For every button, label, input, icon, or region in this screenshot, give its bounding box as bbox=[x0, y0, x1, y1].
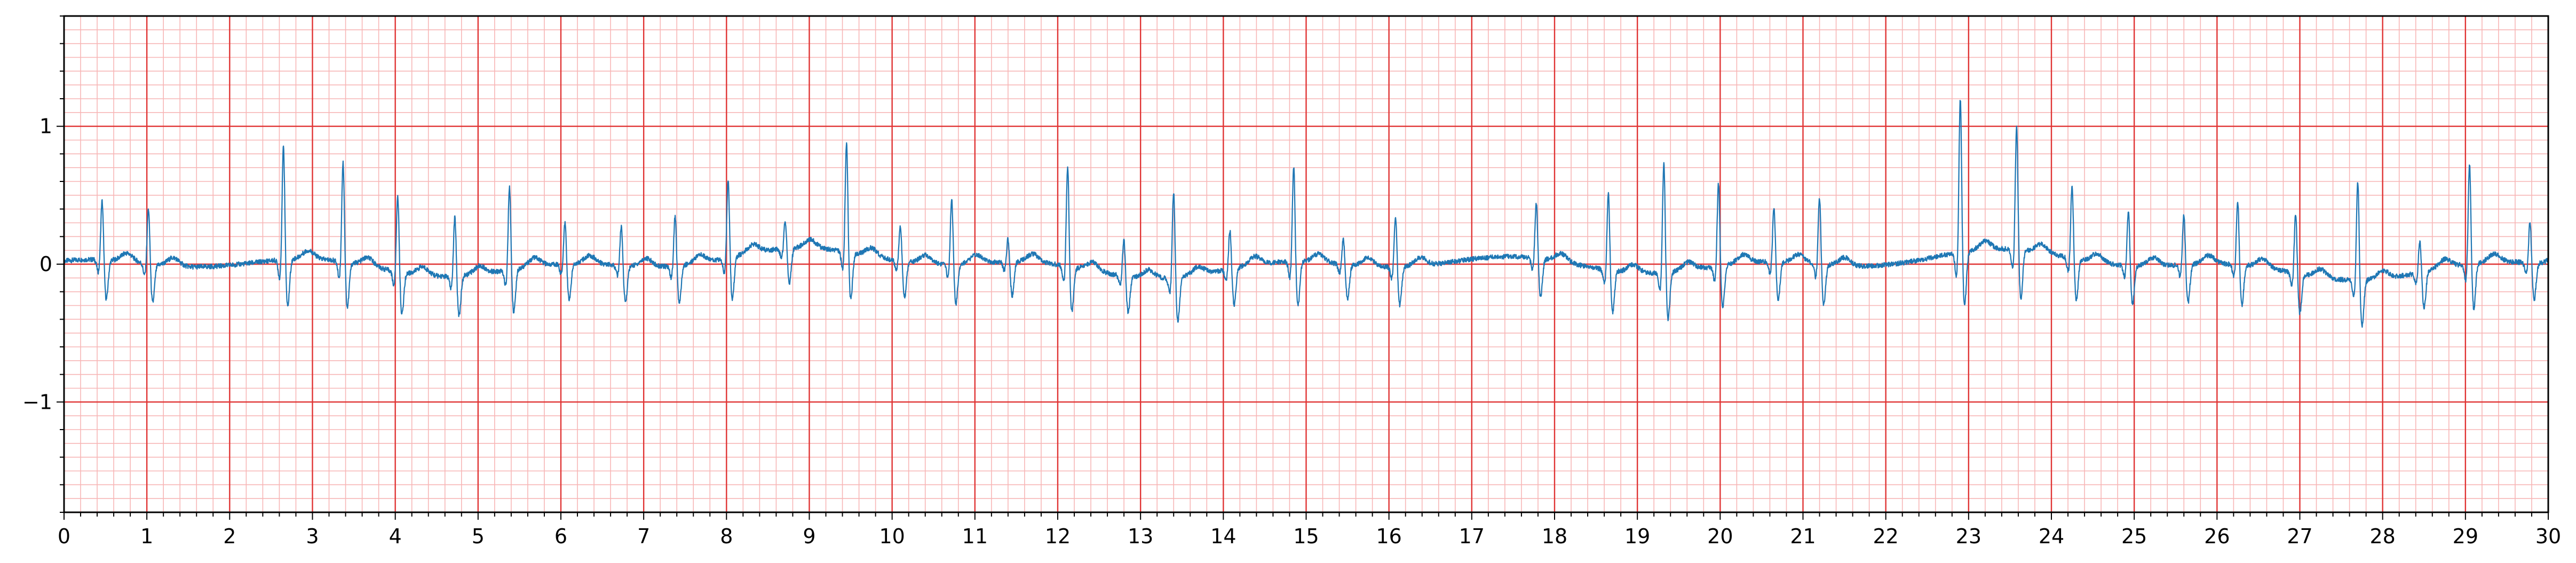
y-tick-label: 1 bbox=[39, 115, 52, 138]
x-tick-label: 0 bbox=[58, 525, 70, 548]
x-tick-label: 20 bbox=[1707, 525, 1733, 548]
major-grid bbox=[63, 16, 2549, 512]
x-tick-label: 6 bbox=[554, 525, 567, 548]
y-axis: −1 0 1 bbox=[22, 15, 64, 513]
x-tick-label: 25 bbox=[2121, 525, 2147, 548]
x-tick-label: 14 bbox=[1210, 525, 1236, 548]
ecg-signal-line bbox=[63, 100, 2549, 328]
x-tick-label: 28 bbox=[2369, 525, 2395, 548]
x-tick-label: 21 bbox=[1790, 525, 1816, 548]
x-tick-label: 1 bbox=[140, 525, 153, 548]
x-tick-label: 9 bbox=[803, 525, 815, 548]
x-tick-label: 23 bbox=[1956, 525, 1981, 548]
x-tick-label: 7 bbox=[637, 525, 650, 548]
x-tick-label: 16 bbox=[1376, 525, 1401, 548]
x-tick-label: 11 bbox=[962, 525, 988, 548]
y-tick-label: −1 bbox=[22, 390, 52, 414]
x-tick-label: 4 bbox=[389, 525, 402, 548]
x-tick-label: 2 bbox=[223, 525, 236, 548]
x-tick-label: 10 bbox=[879, 525, 905, 548]
x-tick-label: 15 bbox=[1293, 525, 1319, 548]
x-tick-label: 8 bbox=[720, 525, 733, 548]
x-tick-label: 22 bbox=[1873, 525, 1898, 548]
x-axis: 0 1 2 3 4 5 6 7 8 9 10 11 12 13 14 15 16 17 18 19 20 21 22 23 24… bbox=[58, 512, 2561, 548]
x-tick-label: 30 bbox=[2535, 525, 2561, 548]
x-tick-label: 27 bbox=[2287, 525, 2312, 548]
x-tick-label: 12 bbox=[1045, 525, 1071, 548]
x-tick-label: 19 bbox=[1624, 525, 1650, 548]
x-tick-label: 26 bbox=[2204, 525, 2230, 548]
signal-layer bbox=[63, 100, 2549, 328]
x-tick-label: 17 bbox=[1459, 525, 1485, 548]
x-tick-label: 5 bbox=[472, 525, 485, 548]
x-tick-label: 29 bbox=[2453, 525, 2478, 548]
y-tick-label: 0 bbox=[39, 252, 52, 276]
x-tick-label: 13 bbox=[1128, 525, 1153, 548]
x-tick-label: 24 bbox=[2039, 525, 2064, 548]
x-tick-label: 18 bbox=[1542, 525, 1567, 548]
x-tick-label: 3 bbox=[306, 525, 319, 548]
